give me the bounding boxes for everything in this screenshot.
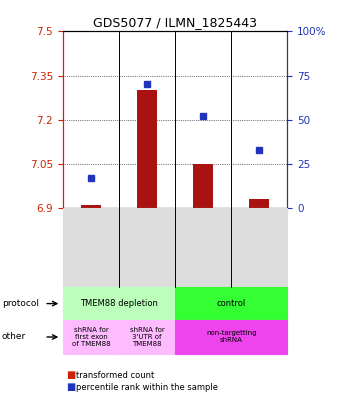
Text: percentile rank within the sample: percentile rank within the sample [76,383,219,391]
Text: other: other [2,332,26,342]
Bar [137,90,157,208]
Text: non-targetting
shRNA: non-targetting shRNA [206,331,256,343]
Text: transformed count: transformed count [76,371,155,380]
Text: TMEM88 depletion: TMEM88 depletion [80,299,158,308]
Text: protocol: protocol [2,299,39,308]
Text: shRNA for
3'UTR of
TMEM88: shRNA for 3'UTR of TMEM88 [130,327,165,347]
Bar [193,164,213,208]
Text: ■: ■ [66,370,75,380]
Text: shRNA for
first exon
of TMEM88: shRNA for first exon of TMEM88 [72,327,110,347]
Bar [250,199,269,208]
Title: GDS5077 / ILMN_1825443: GDS5077 / ILMN_1825443 [93,16,257,29]
Text: ■: ■ [66,382,75,392]
Text: control: control [217,299,246,308]
Bar [81,205,101,208]
